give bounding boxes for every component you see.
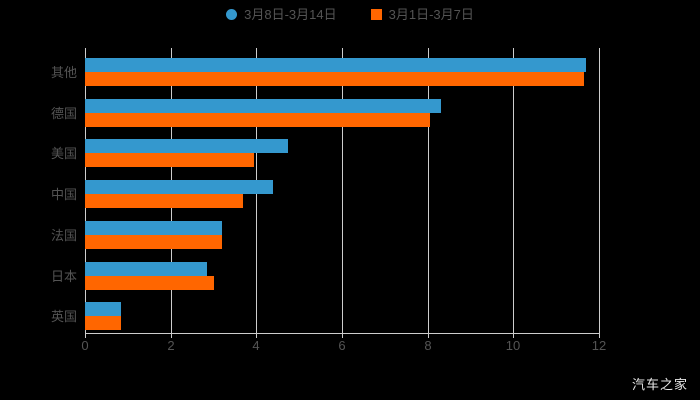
legend-label-series-1: 3月8日-3月14日	[244, 7, 337, 22]
legend-item-series-1[interactable]: 3月8日-3月14日	[226, 7, 337, 22]
bar-series-1[interactable]	[85, 302, 121, 317]
bar-series-1[interactable]	[85, 98, 441, 113]
bar-series-2[interactable]	[85, 153, 254, 168]
plot-area	[85, 48, 600, 333]
legend-label-series-2: 3月1日-3月7日	[388, 7, 474, 22]
legend-square-marker-icon	[370, 9, 382, 20]
x-axis-tick-label-8: 8	[424, 338, 432, 353]
category-label: 中国	[50, 187, 77, 203]
x-axis-tick-12	[599, 333, 600, 338]
x-axis-tick-label-4: 4	[252, 338, 260, 353]
bar-series-2[interactable]	[85, 112, 430, 127]
chart-legend: 3月8日-3月14日 3月1日-3月7日	[0, 8, 700, 21]
bar-group	[85, 98, 599, 127]
x-axis-tick-8	[428, 333, 429, 338]
bar-series-2[interactable]	[85, 234, 222, 249]
x-axis-tick-label-0: 0	[81, 338, 89, 353]
x-axis-tick-label-6: 6	[338, 338, 346, 353]
bar-series-2[interactable]	[85, 316, 121, 331]
bar-series-1[interactable]	[85, 139, 288, 154]
gridline-x-12	[599, 48, 600, 333]
category-label: 日本	[50, 268, 77, 284]
x-axis-tick-2	[171, 333, 172, 338]
bar-series-1[interactable]	[85, 180, 273, 195]
bar-group	[85, 180, 599, 209]
x-axis-tick-4	[256, 333, 257, 338]
x-axis-tick-0	[85, 333, 86, 338]
category-label: 法国	[50, 227, 77, 243]
watermark: 汽车之家	[631, 377, 688, 392]
category-axis: 其他德国美国中国法国日本英国	[0, 48, 77, 333]
bar-series-1[interactable]	[85, 220, 222, 235]
bar-group	[85, 220, 599, 249]
gridline-x-6	[342, 48, 343, 333]
x-axis-tick-label-12: 12	[591, 338, 607, 353]
bar-series-2[interactable]	[85, 275, 214, 290]
category-label: 德国	[50, 105, 77, 121]
gridline-x-10	[513, 48, 514, 333]
x-axis-tick-label-10: 10	[505, 338, 521, 353]
category-label: 其他	[50, 65, 77, 80]
bar-series-2[interactable]	[85, 194, 243, 209]
x-axis-tick-label-2: 2	[167, 338, 175, 353]
gridline-x-8	[428, 48, 429, 333]
bar-group	[85, 139, 599, 168]
bar-group	[85, 302, 599, 331]
category-label: 英国	[50, 309, 77, 325]
bar-series-1[interactable]	[85, 58, 586, 72]
x-axis-tick-6	[342, 333, 343, 338]
bar-group	[85, 261, 599, 290]
category-label: 美国	[50, 146, 77, 162]
x-axis-tick-10	[513, 333, 514, 338]
bar-series-1[interactable]	[85, 261, 207, 276]
legend-circle-marker-icon	[226, 9, 238, 20]
bar-series-2[interactable]	[85, 72, 584, 86]
bar-group	[85, 58, 599, 86]
legend-item-series-2[interactable]: 3月1日-3月7日	[370, 7, 474, 22]
